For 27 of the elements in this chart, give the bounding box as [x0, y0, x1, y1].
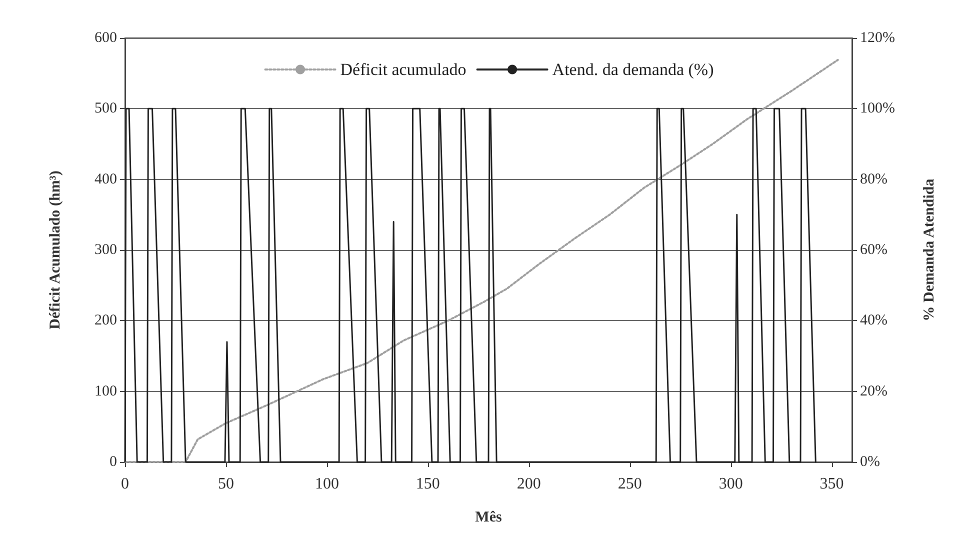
- legend-label: Déficit acumulado: [340, 60, 466, 79]
- y2-tick-label: 0%: [860, 454, 880, 470]
- x-axis-title: Mês: [475, 510, 502, 526]
- y-axis-title: Déficit Acumulado (hm³): [48, 170, 64, 330]
- y-tick-label: 300: [94, 242, 117, 258]
- y2-tick-label: 60%: [860, 242, 888, 258]
- legend-label: Atend. da demanda (%): [552, 60, 714, 79]
- y2-tick-label: 100%: [860, 100, 895, 117]
- x-tick-label: 50: [218, 476, 234, 492]
- y2-tick-label: 20%: [860, 383, 888, 400]
- x-tick-label: 100: [314, 476, 339, 492]
- x-tick-label: 350: [820, 476, 844, 492]
- y-tick-label: 0: [110, 454, 117, 470]
- x-tick-label: 250: [618, 476, 642, 492]
- y2-tick-label: 120%: [860, 30, 895, 46]
- y2-axis-title: % Demanda Atendida: [922, 178, 938, 322]
- x-tick-label: 300: [718, 476, 743, 492]
- y2-tick-label: 80%: [860, 171, 888, 188]
- x-tick-label: 200: [516, 476, 541, 492]
- y-tick-label: 600: [94, 30, 117, 46]
- y-tick-label: 200: [94, 312, 117, 329]
- y-tick-label: 100: [94, 383, 117, 400]
- y2-tick-label: 40%: [860, 312, 888, 329]
- y-tick-label: 500: [94, 100, 117, 117]
- x-tick-label: 150: [416, 476, 440, 492]
- y-tick-label: 400: [94, 171, 117, 188]
- x-tick-label: 0: [121, 476, 129, 492]
